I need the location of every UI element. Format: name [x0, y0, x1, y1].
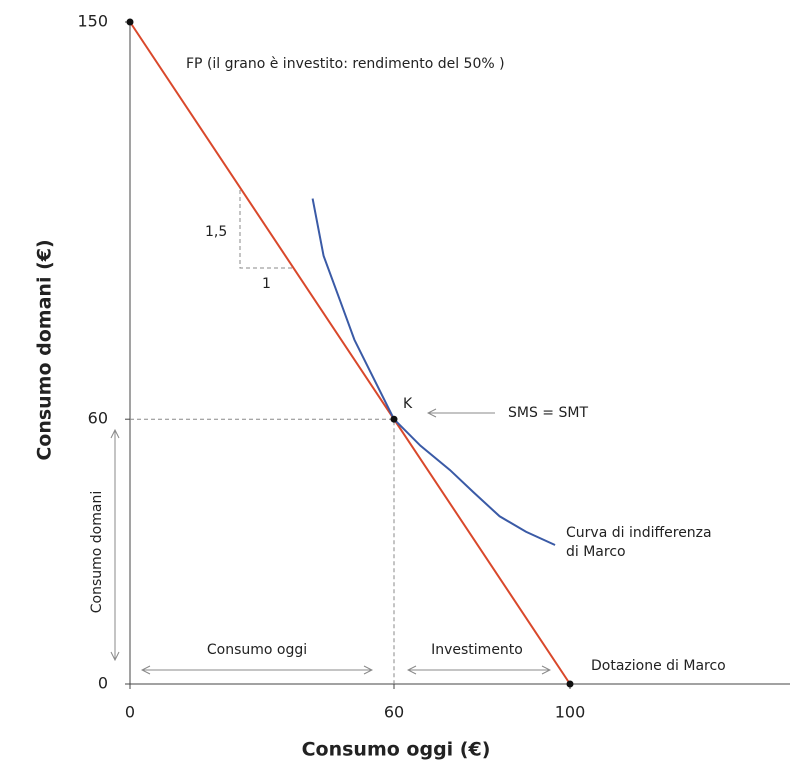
annotation: FP (il grano è investito: rendimento del… [186, 56, 505, 72]
annotation: 1 [262, 276, 271, 292]
annotation: Consumo domani [89, 491, 105, 613]
annotation: Curva di indifferenza [566, 525, 712, 541]
y-tick-label: 60 [88, 409, 108, 428]
annotation: Dotazione di Marco [591, 658, 726, 674]
x-tick-label: 0 [125, 703, 135, 722]
annotation: Consumo oggi [207, 642, 307, 658]
line-series [129, 21, 571, 685]
annotation: Investimento [431, 642, 523, 658]
y-axis-title: Consumo domani (€) [34, 239, 56, 460]
guide-line [130, 418, 395, 684]
endpoint [566, 680, 574, 688]
y-tick-label: 150 [77, 12, 108, 31]
x-axis-title: Consumo oggi (€) [302, 739, 491, 761]
slope-triangle [239, 190, 293, 269]
line-series [311, 198, 556, 546]
x-tick-label: 60 [384, 703, 404, 722]
x-tick-label: 100 [555, 703, 586, 722]
point-label: K [403, 396, 413, 412]
endpoint [126, 18, 134, 26]
annotation: 1,5 [205, 224, 227, 240]
point-k [390, 415, 398, 423]
plot [115, 22, 790, 685]
y-tick-label: 0 [98, 674, 108, 693]
annotation: SMS = SMT [508, 405, 588, 421]
annotation: di Marco [566, 544, 626, 560]
